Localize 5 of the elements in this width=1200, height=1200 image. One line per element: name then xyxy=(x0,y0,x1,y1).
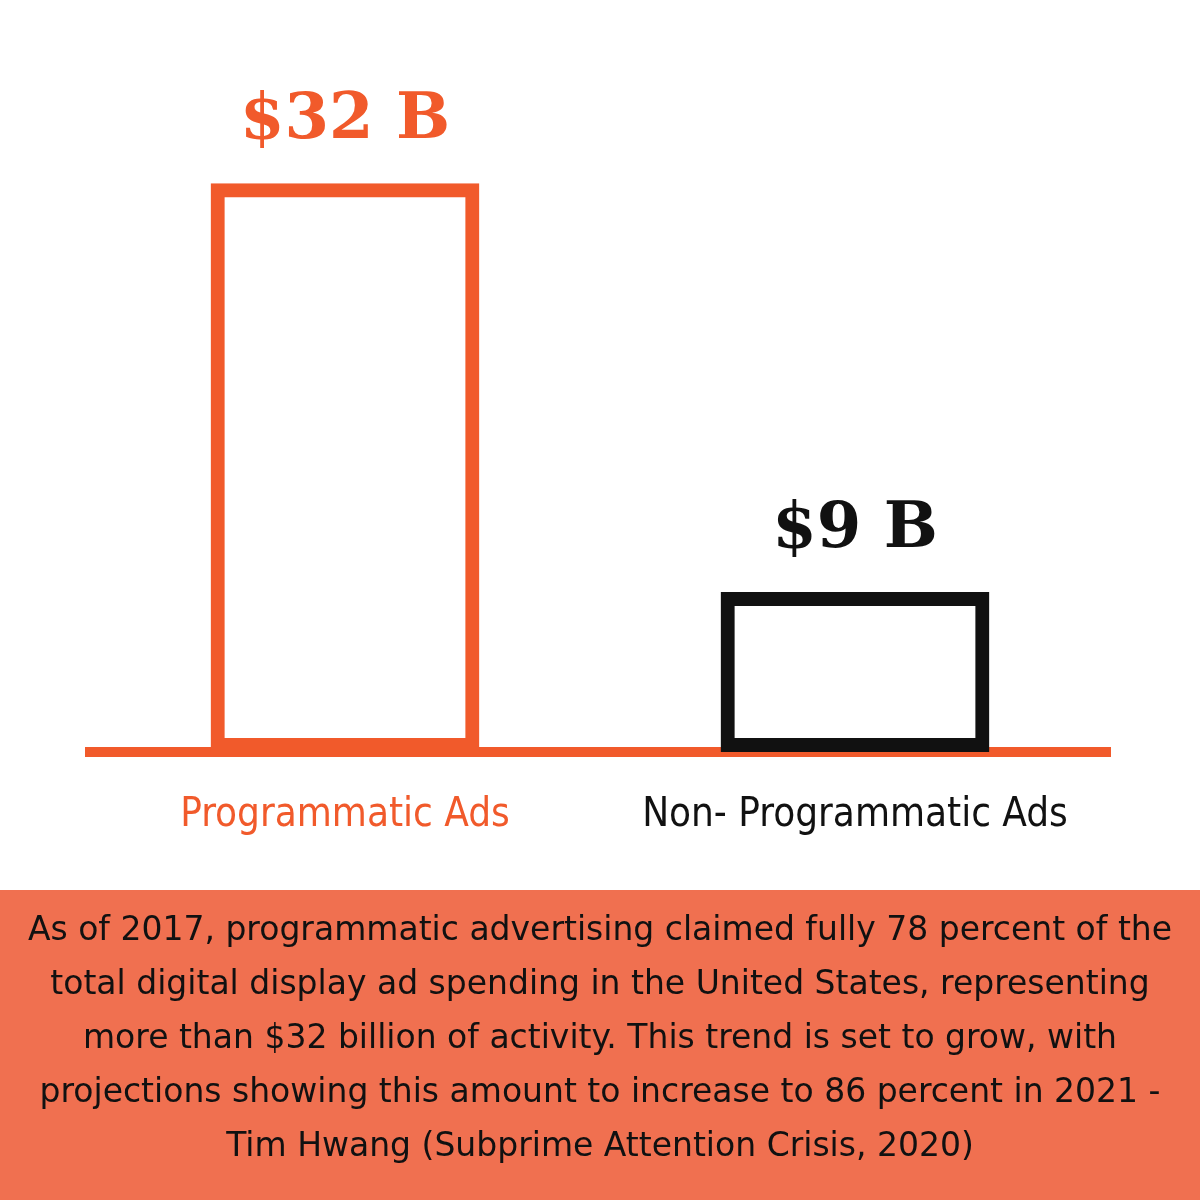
x-tick-label: Programmatic Ads xyxy=(180,789,510,836)
text: As of 2017, programmatic advertising claimed fully 78 percent of the total digital display ad spending in the United States, representing more than $32 billion of activity. This trend is set to grow, with projections showing this amount to increase to 86 percent in 2021 - Tim Hwang (Subprime Attention Crisis, 2020) xyxy=(0,890,1200,1200)
data-label: $9 B xyxy=(772,486,938,562)
data-label: $32 B xyxy=(240,77,450,153)
x-tick-label: Non- Programmatic Ads xyxy=(642,789,1068,836)
